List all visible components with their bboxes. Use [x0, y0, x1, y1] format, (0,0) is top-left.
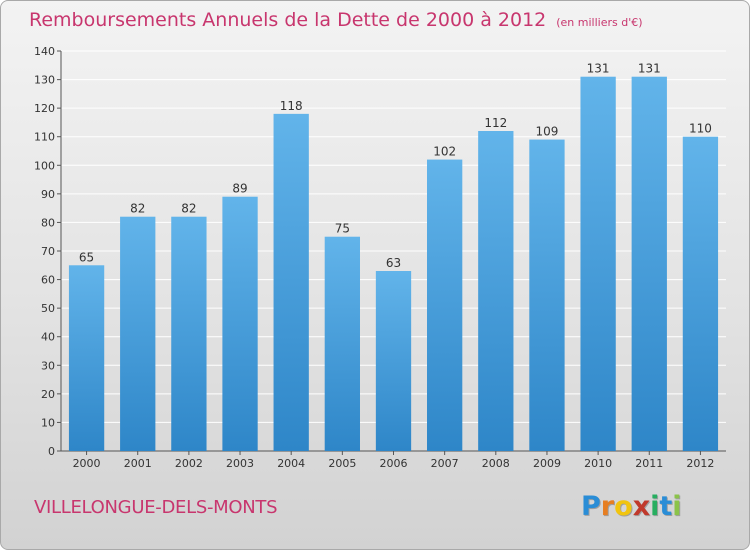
x-tick-label: 2001	[124, 457, 152, 470]
bars	[68, 76, 719, 452]
y-tick-label: 0	[48, 445, 55, 458]
data-label: 102	[433, 145, 456, 159]
x-tick-label: 2004	[277, 457, 305, 470]
bar-2000	[68, 265, 105, 451]
y-tick-label: 140	[34, 45, 55, 58]
data-label: 82	[181, 202, 196, 216]
x-tick-label: 2002	[175, 457, 203, 470]
logo-letter: i	[672, 491, 682, 522]
x-tick-label: 2010	[584, 457, 612, 470]
data-label: 131	[587, 62, 610, 76]
bar-2007	[427, 159, 463, 452]
unit-note: (en milliers d'€)	[556, 16, 643, 29]
y-tick-label: 100	[34, 159, 55, 172]
bar-2010	[580, 76, 616, 451]
x-tick-label: 2000	[73, 457, 101, 470]
logo-letter: o	[614, 491, 633, 522]
bar-2008	[478, 131, 514, 451]
y-tick-label: 30	[41, 359, 55, 372]
x-tick-label: 2006	[380, 457, 408, 470]
bar-2006	[375, 271, 412, 451]
y-tick-label: 40	[41, 331, 55, 344]
logo-letter: x	[632, 491, 651, 522]
town-name: VILLELONGUE-DELS-MONTS	[34, 497, 278, 518]
title-text: Remboursements Annuels de la Dette de 20…	[29, 9, 547, 31]
y-tick-label: 130	[34, 74, 55, 87]
y-tick-label: 70	[41, 245, 55, 258]
x-tick-label: 2012	[686, 457, 714, 470]
y-tick-label: 90	[41, 188, 55, 201]
bar-2011	[631, 76, 667, 451]
logo-letter: i	[650, 491, 660, 522]
x-tick-label: 2009	[533, 457, 561, 470]
proxiti-logo[interactable]: Proxiti	[581, 491, 682, 522]
y-tick-label: 10	[41, 416, 55, 429]
x-tick-label: 2007	[431, 457, 459, 470]
data-label: 82	[130, 202, 145, 216]
chart-title: Remboursements Annuels de la Dette de 20…	[29, 9, 643, 31]
bar-2004	[273, 113, 309, 451]
data-label: 109	[536, 125, 559, 139]
logo-letter: r	[600, 491, 615, 522]
y-tick-label: 120	[34, 102, 55, 115]
y-tick-label: 20	[41, 388, 55, 401]
y-tick-label: 50	[41, 302, 55, 315]
logo-letter: t	[659, 491, 673, 522]
x-tick-label: 2008	[482, 457, 510, 470]
data-label: 131	[638, 62, 661, 76]
bar-2001	[120, 216, 156, 451]
bar-2012	[682, 136, 719, 451]
y-tick-label: 60	[41, 274, 55, 287]
x-tick-label: 2005	[328, 457, 356, 470]
data-label: 118	[280, 99, 303, 113]
bar-2003	[222, 196, 258, 451]
bar-2009	[529, 139, 565, 452]
data-label: 65	[79, 250, 94, 264]
bar-2005	[324, 236, 360, 451]
data-label: 63	[386, 256, 401, 270]
x-tick-label: 2003	[226, 457, 254, 470]
y-tick-label: 110	[34, 131, 55, 144]
bar-2002	[171, 216, 207, 451]
labels: 2000 65 2001 82 2002 82 2003 89 2004 118 2005 75 200…	[73, 62, 715, 470]
data-label: 75	[335, 222, 350, 236]
data-label: 89	[232, 182, 247, 196]
data-label: 110	[689, 122, 712, 136]
y-tick-label: 80	[41, 216, 55, 229]
x-tick-label: 2011	[635, 457, 663, 470]
logo-letter: P	[581, 491, 601, 522]
data-label: 112	[484, 116, 507, 130]
